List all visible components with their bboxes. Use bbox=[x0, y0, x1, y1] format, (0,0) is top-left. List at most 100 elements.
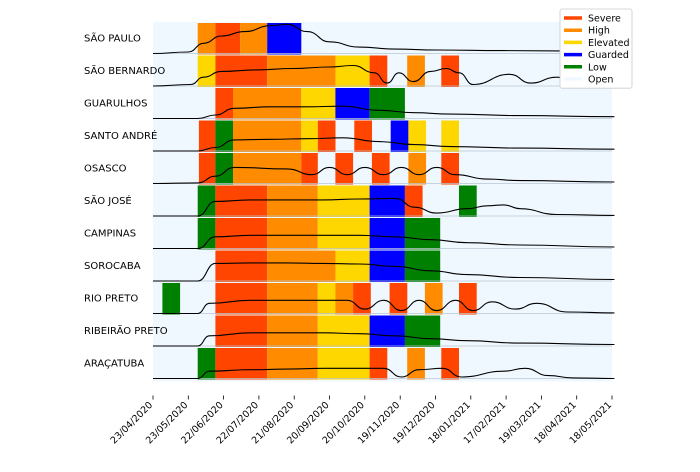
legend-entry: Open bbox=[588, 75, 613, 86]
risk-segment bbox=[317, 120, 336, 152]
risk-segment bbox=[407, 348, 425, 380]
risk-segment bbox=[369, 185, 405, 217]
risk-segment bbox=[301, 120, 318, 152]
ridgeline bbox=[153, 367, 615, 380]
risk-segment bbox=[317, 218, 370, 250]
risk-segment bbox=[404, 185, 423, 217]
risk-segment bbox=[317, 348, 370, 380]
risk-segment bbox=[267, 315, 318, 347]
risk-segment bbox=[335, 283, 354, 315]
risk-segment bbox=[162, 283, 181, 315]
row-label: SOROCABA bbox=[84, 261, 141, 272]
ridgeline bbox=[153, 262, 615, 282]
risk-segment bbox=[369, 218, 405, 250]
row-2: GUARULHOS bbox=[84, 88, 612, 120]
risk-segment bbox=[215, 23, 241, 55]
risk-segment bbox=[197, 348, 216, 380]
risk-segment bbox=[198, 120, 216, 152]
risk-segment bbox=[197, 23, 216, 55]
row-6: CAMPINAS bbox=[84, 218, 612, 250]
risk-segment bbox=[441, 348, 459, 380]
ridgeline bbox=[153, 234, 615, 250]
ridgeline bbox=[153, 105, 615, 120]
risk-segment bbox=[459, 283, 477, 315]
risk-segment bbox=[233, 120, 302, 152]
risk-segment bbox=[369, 315, 405, 347]
row-5: SÃO JOSÉ bbox=[84, 185, 612, 217]
risk-segment bbox=[335, 153, 354, 185]
risk-segment bbox=[369, 88, 405, 120]
risk-segment bbox=[267, 55, 336, 87]
row-10: ARAÇATUBA bbox=[84, 348, 612, 380]
row-label: SÃO PAULO bbox=[84, 31, 141, 44]
row-label: SANTO ANDRÉ bbox=[84, 129, 157, 142]
risk-segment bbox=[267, 23, 302, 55]
risk-segment bbox=[408, 120, 427, 152]
risk-segment bbox=[441, 120, 459, 152]
legend-entry: Elevated bbox=[588, 38, 630, 49]
risk-segment bbox=[441, 153, 459, 185]
risk-segment bbox=[407, 55, 425, 87]
risk-segment bbox=[267, 348, 318, 380]
risk-segment bbox=[335, 55, 370, 87]
risk-segment bbox=[215, 250, 268, 282]
risk-segment bbox=[371, 153, 390, 185]
row-8: RIO PRETO bbox=[84, 283, 612, 315]
risk-segment bbox=[390, 120, 409, 152]
risk-segment bbox=[301, 88, 336, 120]
risk-segment bbox=[215, 88, 234, 120]
risk-segment bbox=[267, 218, 318, 250]
row-label: OSASCO bbox=[84, 163, 127, 174]
risk-segment bbox=[354, 120, 372, 152]
legend-entry: Guarded bbox=[588, 50, 629, 61]
risk-segment bbox=[215, 315, 268, 347]
risk-segment bbox=[335, 88, 370, 120]
risk-segment bbox=[233, 88, 302, 120]
risk-segment bbox=[267, 283, 318, 315]
row-label: RIO PRETO bbox=[84, 293, 138, 304]
legend-entry: High bbox=[588, 26, 610, 37]
risk-segment bbox=[459, 185, 477, 217]
ridgeline bbox=[153, 137, 615, 152]
row-1: SÃO BERNARDO bbox=[84, 55, 612, 87]
risk-segment bbox=[240, 23, 268, 55]
row-label: ARAÇATUBA bbox=[84, 358, 144, 369]
row-label: RIBEIRÃO PRETO bbox=[84, 324, 168, 337]
row-0: SÃO PAULO bbox=[84, 23, 612, 55]
ridgeline bbox=[153, 299, 615, 315]
risk-segment bbox=[369, 348, 388, 380]
risk-segment bbox=[215, 283, 268, 315]
row-label: GUARULHOS bbox=[84, 98, 148, 109]
risk-segment bbox=[215, 153, 234, 185]
ridgeline bbox=[152, 197, 615, 217]
ridgeline bbox=[152, 64, 615, 87]
risk-segment bbox=[197, 55, 216, 87]
row-label: SÃO BERNARDO bbox=[84, 64, 165, 77]
legend-entry: Severe bbox=[588, 14, 621, 25]
risk-segment bbox=[215, 218, 268, 250]
risk-segment bbox=[197, 218, 216, 250]
ridgeline bbox=[152, 166, 615, 185]
risk-segment bbox=[317, 283, 336, 315]
ridgeline bbox=[153, 332, 615, 347]
risk-segment bbox=[404, 250, 441, 282]
risk-segment bbox=[215, 120, 234, 152]
legend-entry: Low bbox=[588, 62, 607, 73]
risk-segment bbox=[404, 315, 441, 347]
risk-segment bbox=[317, 315, 370, 347]
ridgeline bbox=[152, 23, 615, 55]
risk-segment bbox=[197, 185, 216, 217]
row-label: CAMPINAS bbox=[84, 228, 136, 239]
row-label: SÃO JOSÉ bbox=[84, 194, 132, 207]
risk-segment bbox=[317, 185, 370, 217]
risk-segment bbox=[369, 55, 388, 87]
row-9: RIBEIRÃO PRETO bbox=[84, 315, 612, 347]
risk-segment bbox=[267, 250, 336, 282]
risk-segment bbox=[301, 153, 318, 185]
risk-segment bbox=[404, 218, 441, 250]
risk-segment bbox=[335, 250, 370, 282]
risk-segment bbox=[441, 55, 459, 87]
risk-segment bbox=[215, 348, 268, 380]
